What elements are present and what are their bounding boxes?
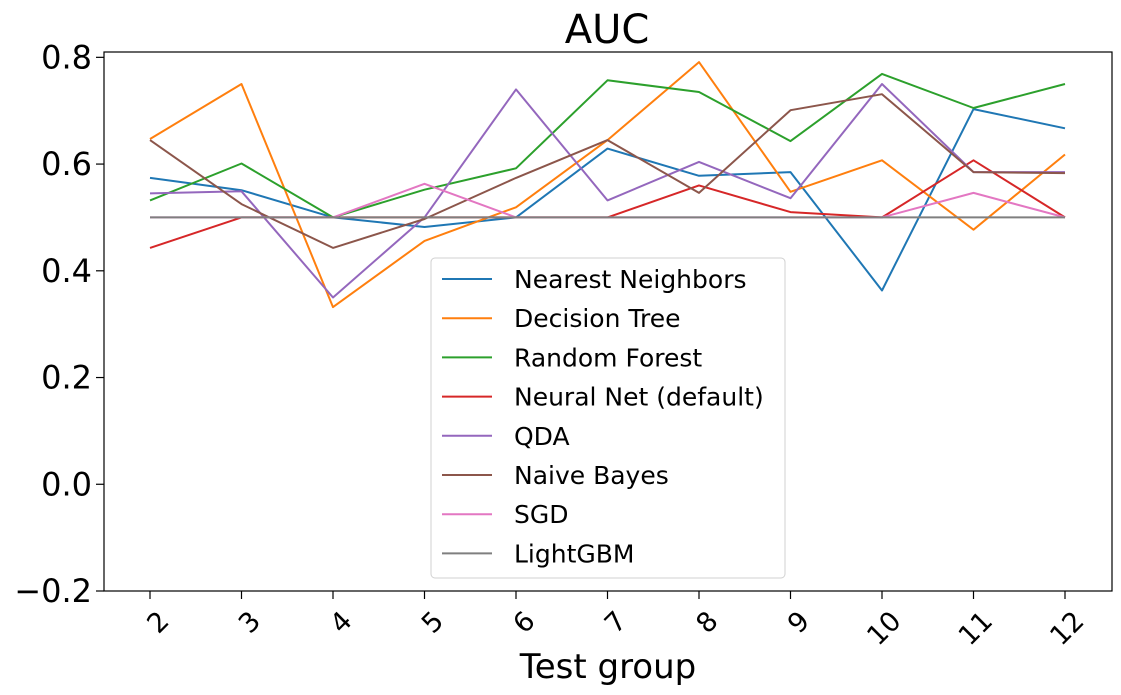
- legend-entry-sgd: SGD: [442, 500, 569, 529]
- legend-entry-random-forest: Random Forest: [442, 343, 702, 372]
- legend-entry-decision-tree: Decision Tree: [442, 304, 680, 333]
- series-line-naive-bayes: [149, 93, 1066, 249]
- x-tick-label: 3: [233, 606, 267, 640]
- x-tick-label: 2: [141, 606, 175, 640]
- legend-entry-nearest-neighbors: Nearest Neighbors: [442, 265, 747, 294]
- legend-label: LightGBM: [514, 539, 634, 568]
- legend-entry-naive-bayes: Naive Bayes: [442, 461, 669, 490]
- y-tick-label: 0.0: [41, 465, 92, 503]
- y-tick-label: −0.2: [14, 572, 92, 610]
- x-axis: 2 3 4 5 6 7 8 9 10 11 12: [141, 591, 1091, 652]
- x-tick-label: 11: [953, 606, 999, 652]
- legend-entry-qda: QDA: [442, 422, 570, 451]
- legend-entry-neural-net-default: Neural Net (default): [442, 383, 764, 412]
- legend: Nearest Neighbors Decision Tree Random For…: [430, 257, 786, 579]
- legend-box: [430, 257, 786, 579]
- legend-label: Decision Tree: [514, 304, 680, 333]
- x-tick-label: 6: [507, 606, 541, 640]
- y-tick-label: 0.6: [41, 145, 92, 183]
- x-axis-label: Test group: [519, 647, 697, 687]
- legend-label: QDA: [514, 422, 570, 451]
- series-line-random-forest: [149, 72, 1066, 219]
- y-tick-label: 0.2: [41, 359, 92, 397]
- legend-entry-lightgbm: LightGBM: [442, 539, 634, 568]
- legend-label: Neural Net (default): [514, 383, 764, 412]
- series-line-qda: [149, 83, 1065, 299]
- y-tick-label: 0.4: [41, 252, 92, 290]
- x-tick-label: 8: [690, 606, 724, 640]
- y-tick-label: 0.8: [41, 38, 92, 76]
- x-tick-label: 7: [599, 606, 633, 640]
- x-tick-label: 12: [1044, 606, 1090, 652]
- x-tick-label: 5: [416, 606, 450, 640]
- legend-label: Naive Bayes: [514, 461, 669, 490]
- x-tick-label: 9: [782, 606, 816, 640]
- series-layer: [149, 61, 1066, 309]
- x-tick-label: 10: [861, 606, 907, 652]
- series-line-nearest-neighbors: [149, 108, 1066, 292]
- legend-label: SGD: [514, 500, 569, 529]
- chart-title: AUC: [565, 7, 650, 53]
- legend-label: Nearest Neighbors: [514, 265, 747, 294]
- legend-label: Random Forest: [514, 343, 702, 372]
- y-axis: −0.2 0.0 0.2 0.4 0.6 0.8: [14, 38, 104, 610]
- x-tick-label: 4: [324, 606, 358, 640]
